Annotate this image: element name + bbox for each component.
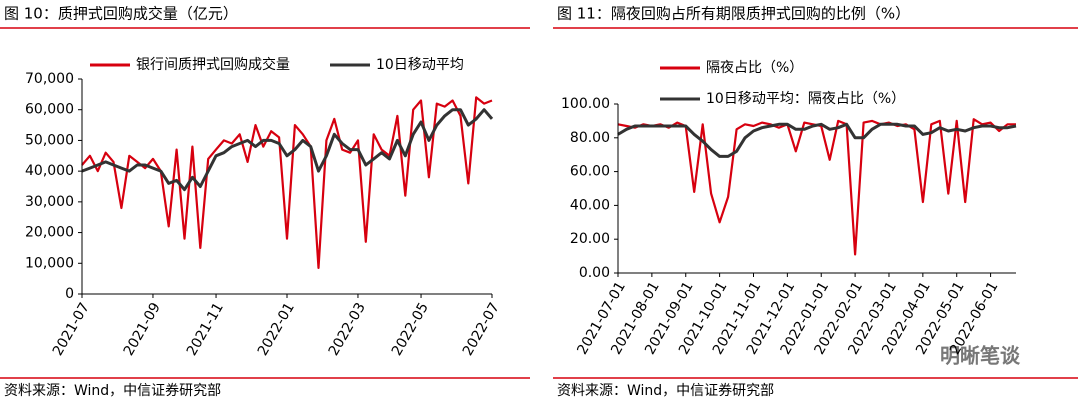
- source-note: 资料来源：Wind，中信证券研究部: [557, 383, 774, 399]
- x-tick-label: 2022-03: [326, 300, 369, 359]
- x-tick-label: 2021-07: [50, 300, 93, 359]
- y-tick-label: 0: [65, 286, 74, 302]
- y-tick-label: 50,000: [25, 132, 74, 148]
- y-tick-label: 20.00: [570, 231, 610, 247]
- source-note: 资料来源：Wind，中信证券研究部: [4, 383, 221, 399]
- x-tick-label: 2022-07: [460, 300, 503, 359]
- legend-label: 10日移动平均: [376, 57, 464, 73]
- chart-title: 图 11：隔夜回购占所有期限质押式回购的比例（%）: [557, 5, 910, 23]
- y-tick-label: 30,000: [25, 194, 74, 210]
- y-tick-label: 60,000: [25, 102, 74, 118]
- y-tick-label: 20,000: [25, 225, 74, 241]
- y-tick-label: 60.00: [570, 164, 610, 180]
- series-line: [617, 118, 1016, 256]
- y-tick-label: 70,000: [25, 71, 74, 87]
- y-tick-label: 0.00: [579, 265, 610, 281]
- series-line: [617, 122, 1017, 158]
- y-tick-label: 40.00: [570, 197, 610, 213]
- y-tick-label: 10,000: [25, 255, 74, 271]
- x-tick-label: 2021-09: [121, 300, 164, 359]
- series-line: [81, 108, 494, 192]
- chart-title: 图 10：质押式回购成交量（亿元）: [4, 5, 238, 23]
- y-tick-label: 100.00: [561, 96, 610, 112]
- y-tick-label: 80.00: [570, 130, 610, 146]
- x-tick-label: 2022-05: [389, 300, 432, 359]
- x-tick-label: 2021-11: [184, 300, 227, 359]
- legend-label: 隔夜占比（%）: [706, 60, 803, 76]
- y-tick-label: 40,000: [25, 163, 74, 179]
- x-tick-label: 2022-01: [255, 300, 298, 359]
- legend-label: 10日移动平均：隔夜占比（%）: [706, 91, 905, 107]
- series-line: [81, 96, 493, 269]
- legend-label: 银行间质押式回购成交量: [136, 56, 290, 73]
- watermark: 明晰笔谈: [940, 344, 1021, 368]
